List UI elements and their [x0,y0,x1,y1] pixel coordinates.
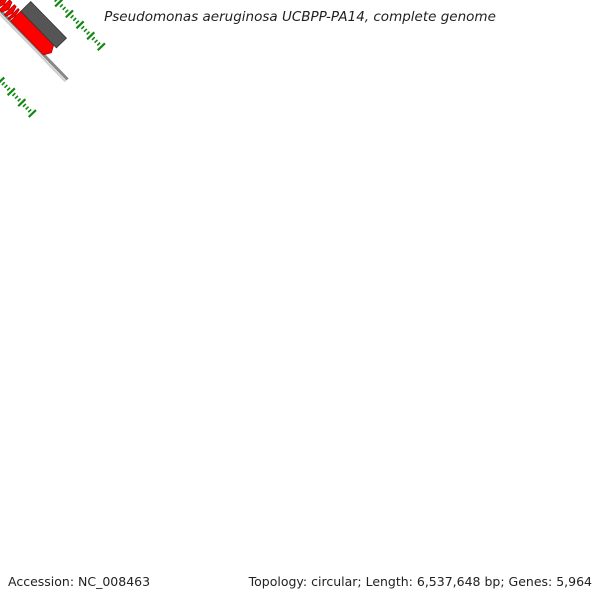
inner-tick [17,97,22,102]
inner-tick [22,103,27,108]
outer-tick [62,6,67,11]
outer-tick [86,31,91,36]
map-title: Pseudomonas aeruginosa UCBPP-PA14, compl… [104,9,496,25]
outer-tick [96,42,106,52]
outer-tick [75,20,80,25]
inner-tick [1,81,6,86]
inner-tick [6,87,11,92]
gene-feature[interactable] [0,0,4,4]
outer-tick [72,17,77,22]
inner-tick [11,92,16,97]
gene-feature[interactable] [0,0,8,8]
outer-tick [59,3,64,8]
gene-layer [0,0,68,56]
genome-summary-text: Topology: circular; Length: 6,537,648 bp… [248,574,592,589]
gene-feature[interactable] [7,8,20,21]
inner-tick [14,95,19,100]
outer-tick [96,42,101,46]
outer-tick [70,14,75,19]
inner-tick [27,108,32,113]
tick-layer: 690 kbp692 kbp694 kbp696 kbp698 kbp700 k… [0,0,106,118]
inner-tick [27,109,37,118]
outer-tick [94,39,99,44]
inner-tick [0,76,6,84]
outer-tick [86,31,96,41]
gene-feature[interactable] [3,4,17,17]
outer-tick [75,20,85,30]
accession-text: Accession: NC_008463 [8,574,151,589]
backbone-outer [0,8,69,81]
backbone-inner [0,13,67,83]
inner-tick [25,106,30,111]
outer-tick [54,0,58,3]
outer-tick [64,9,69,14]
outer-tick [91,36,96,41]
gene-feature[interactable] [0,0,13,13]
outer-tick [54,0,64,8]
backbone-layer [0,8,69,83]
outer-tick [80,25,85,30]
outer-tick [65,9,74,19]
inner-tick [17,98,27,107]
inner-tick [3,84,8,89]
inner-tick [6,87,16,97]
outer-tick [83,28,88,33]
gene-feature[interactable] [20,0,68,49]
